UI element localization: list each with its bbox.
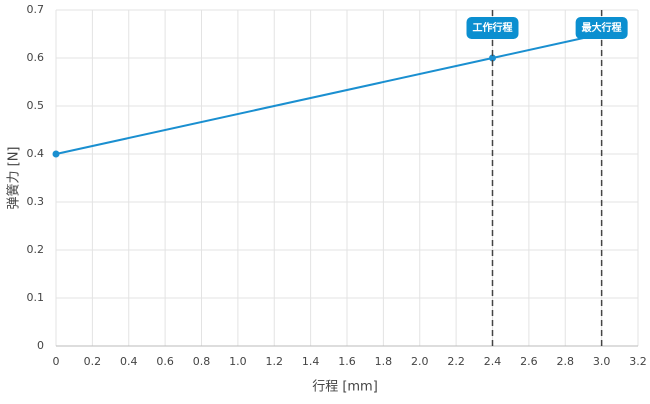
x-tick-label: 1.2 <box>266 355 284 368</box>
x-tick-label: 1.0 <box>229 355 247 368</box>
marker-label: 最大行程 <box>582 21 622 34</box>
y-tick-label: 0.2 <box>27 243 45 256</box>
x-tick-label: 0.8 <box>193 355 211 368</box>
x-tick-label: 1.4 <box>302 355 320 368</box>
x-tick-label: 2.2 <box>447 355 465 368</box>
y-tick-label: 0.3 <box>27 195 45 208</box>
x-tick-label: 2.0 <box>411 355 429 368</box>
x-tick-label: 0.6 <box>156 355 174 368</box>
marker-badge <box>575 17 628 39</box>
point <box>489 54 496 62</box>
marker-badge <box>466 17 519 39</box>
x-tick-label: 0 <box>53 355 60 368</box>
x-tick-label: 2.8 <box>557 355 575 368</box>
marker-label: 工作行程 <box>473 21 513 34</box>
y-tick-label: 0.6 <box>27 51 45 64</box>
y-tick-label: 0.4 <box>27 147 45 160</box>
y-tick-label: 0.5 <box>27 99 45 112</box>
x-tick-label: 3.0 <box>593 355 611 368</box>
x-tick-label: 0.4 <box>120 355 138 368</box>
x-tick-label: 3.2 <box>629 355 647 368</box>
x-tick-label: 2.6 <box>520 355 538 368</box>
y-tick-label: 0 <box>37 339 44 352</box>
y-axis-label: 弹簧力 [N] <box>6 146 22 209</box>
x-tick-label: 1.6 <box>338 355 356 368</box>
x-axis-label: 行程 [mm] <box>312 380 378 395</box>
x-tick-label: 2.4 <box>484 355 502 368</box>
x-tick-label: 0.2 <box>84 355 102 368</box>
line <box>55 33 602 155</box>
y-tick-label: 0.7 <box>27 3 45 16</box>
x-tick-label: 1.8 <box>375 355 393 368</box>
point <box>52 150 60 158</box>
y-tick-label: 0.1 <box>27 291 45 304</box>
